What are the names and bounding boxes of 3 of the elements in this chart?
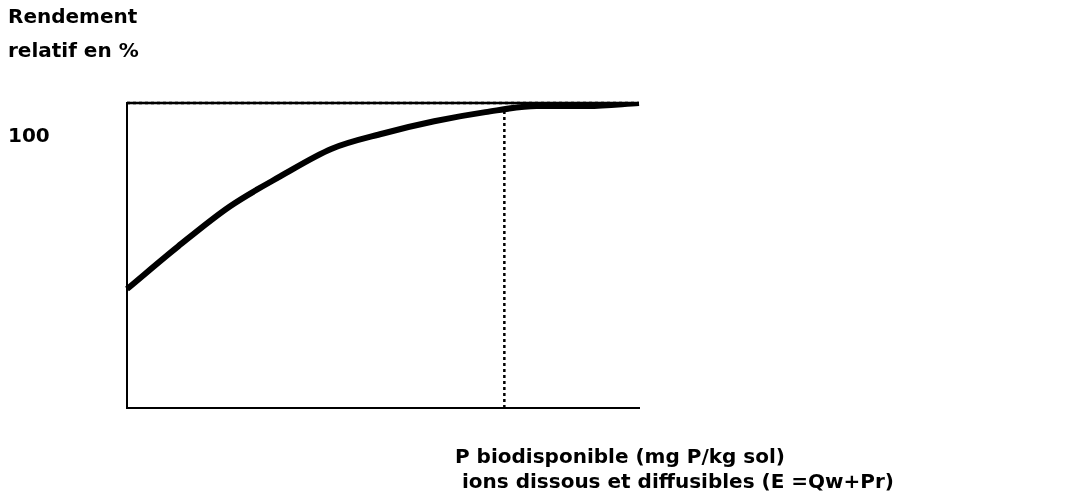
- y-axis-title: Rendement relatif en %: [8, 4, 139, 63]
- ref-line-label: 100: [8, 123, 50, 148]
- x-axis-title: P biodisponible (mg P/kg sol) ions dissous et diffusibles (E =Qw+Pr): [455, 444, 894, 494]
